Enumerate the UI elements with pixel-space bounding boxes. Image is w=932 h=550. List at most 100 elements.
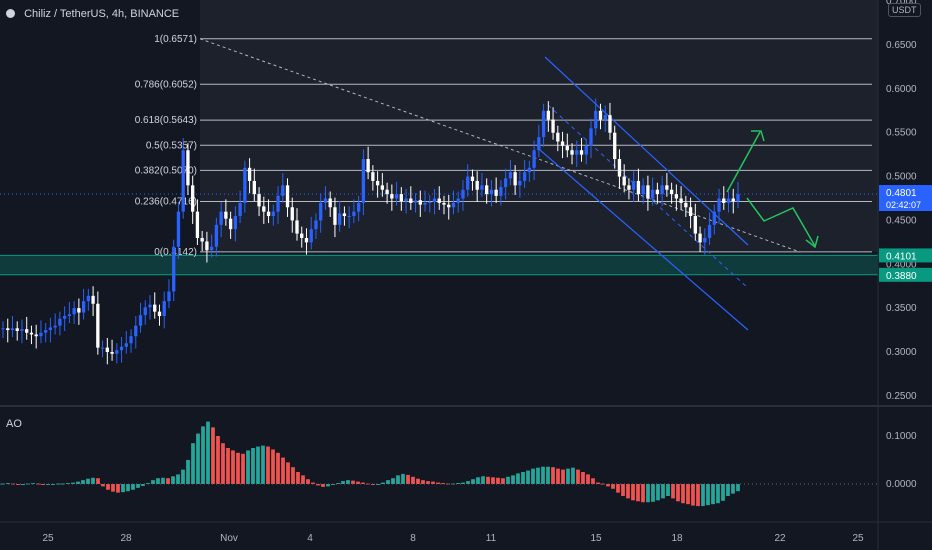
candle-body [594,110,598,129]
ao-bar [491,477,495,484]
candle-body [394,194,399,199]
ao-bar [716,484,720,504]
candle-body [266,211,271,217]
channel-lower-line [539,149,749,331]
ao-bar [111,484,115,492]
ao-bar [231,450,235,484]
ao-bar [646,484,650,503]
ao-bar [316,484,320,486]
candle-body [281,185,285,196]
ao-bar [336,483,340,485]
candle-body [684,202,688,208]
ao-bar [466,481,470,484]
candle-body [86,295,91,302]
candle-body [110,352,114,354]
ao-bar [441,483,445,485]
ao-bar [736,484,740,492]
ao-bar [616,484,620,493]
ao-bar [661,484,665,499]
ao-bar [356,481,360,484]
ao-bar [606,484,610,487]
candle-body [219,211,223,225]
candle-body [451,202,456,208]
ao-bar [131,484,135,490]
candle-body [105,347,109,352]
channel-mid-line [547,104,749,289]
ao-bar [296,472,300,484]
candle-body [295,220,299,234]
ao-bar [121,484,125,493]
candle-body [399,194,403,202]
candle-body [138,315,143,326]
time-axis-label: 8 [410,533,416,544]
fib-level-label: 0.382(0.5070) [135,165,197,176]
candle-body [466,176,470,190]
candle-body [352,211,356,217]
candle-body [333,207,337,225]
candle-body [660,185,664,195]
candle-body [347,216,351,218]
candle-body [726,198,731,203]
time-axis-label: Nov [220,533,238,544]
ao-bar [301,475,305,484]
candle-body [385,189,389,195]
candle-body [100,347,105,349]
last-price-badge-value: 0.4801 [886,188,917,199]
candle-body [522,172,527,181]
candle-body [513,172,517,186]
candle-body [81,301,86,313]
candle-body [560,141,565,146]
candle-body [72,308,76,315]
candle-body [646,185,650,199]
ao-bar [651,484,655,502]
candle-body [238,202,242,217]
candle-body [228,218,233,230]
candle-body [371,172,375,181]
candle-body [205,241,209,251]
ao-bar [201,426,205,484]
candle-body [707,224,712,238]
ao-bar [456,483,460,485]
ao-bar [611,484,615,489]
candle-body [115,350,119,354]
time-axis-label: 28 [120,533,132,544]
ao-bar [256,446,260,484]
ao-bar [396,475,400,484]
candle-body [48,327,53,331]
zone-price-badge-label: 0.3880 [886,271,917,282]
ao-bar [151,480,155,484]
ao-bar [271,449,275,484]
ao-bar [481,476,485,484]
candle-body [584,145,588,155]
ao-bar [656,484,660,501]
ao-bar [681,484,685,504]
ao-bar [496,477,500,484]
candle-body [475,180,479,190]
ao-bar [626,484,630,499]
ao-axis-tick: 0.0000 [886,479,917,490]
ao-bar [436,482,440,484]
candle-body [731,198,735,202]
time-axis-label: 25 [852,533,864,544]
price-axis-tick: 0.3500 [886,303,917,314]
ao-bar [686,484,690,505]
candle-body [91,295,95,304]
candle-body [20,329,24,331]
ao-bar [726,484,730,496]
ao-bar [696,484,700,507]
ao-bar [211,427,215,484]
zone-price-badge [879,248,932,263]
ao-bar [581,472,585,484]
ao-bar [206,421,210,484]
ao-bar [346,480,350,484]
candle-body [67,314,72,317]
ao-bar [546,466,550,484]
candle-body [361,159,366,203]
candle-body [470,176,475,181]
price-unit-badge[interactable]: USDT [888,3,921,17]
ao-bar [506,476,510,484]
ao-bar [351,480,355,484]
ao-bar [701,484,705,507]
ao-indicator-title: AO [6,418,22,430]
ao-bar [86,478,90,484]
